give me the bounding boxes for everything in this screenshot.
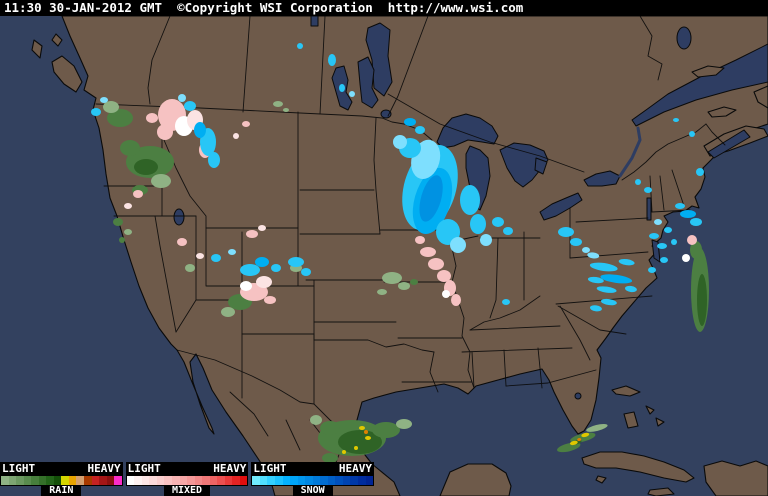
- lake-ontario: [583, 170, 621, 187]
- snow-colorbar: [251, 475, 375, 486]
- st-lawrence-river: [618, 126, 642, 178]
- legend-group-rain: LIGHT HEAVY RAIN: [0, 462, 123, 496]
- precip-legend: LIGHT HEAVY RAIN LIGHT HEAVY MIXED LIGHT…: [0, 462, 375, 496]
- mixed-label: MIXED: [163, 486, 211, 496]
- rain-light-label: LIGHT: [2, 462, 36, 475]
- james-bay: [365, 22, 393, 97]
- timestamp-copyright-bar: 11:30 30-JAN-2012 GMT ©Copyright WSI Cor…: [0, 0, 768, 16]
- hispaniola: [703, 460, 768, 496]
- lake-erie: [539, 192, 583, 221]
- mixed-light-label: LIGHT: [127, 462, 161, 475]
- north-america-radar-map: [0, 16, 768, 496]
- gulf-of-st-lawrence: [631, 43, 768, 127]
- snow-heavy-label: HEAVY: [338, 462, 373, 475]
- newfoundland-tip: [753, 85, 768, 109]
- precip-snow: [91, 43, 704, 312]
- lake-winnipeg: [357, 56, 379, 109]
- snow-label: SNOW: [292, 486, 333, 496]
- precip-rain: [103, 101, 709, 463]
- lake-champlain: [646, 197, 652, 221]
- lake-okeechobee: [574, 392, 582, 400]
- mixed-colorbar: [125, 475, 249, 486]
- legend-group-mixed: LIGHT HEAVY MIXED: [125, 462, 249, 496]
- legend-group-snow: LIGHT HEAVY SNOW: [251, 462, 375, 496]
- rain-heavy-label: HEAVY: [87, 462, 121, 475]
- prince-edward-island: [707, 106, 737, 118]
- cuba: [581, 451, 695, 483]
- lake-mistassini: [676, 26, 692, 50]
- vancouver-island: [51, 55, 83, 93]
- state-and-national-borders: [95, 16, 726, 479]
- jamaica: [647, 487, 675, 496]
- mixed-heavy-label: HEAVY: [213, 462, 247, 475]
- snow-light-label: LIGHT: [253, 462, 287, 475]
- great-salt-lake: [173, 208, 185, 226]
- rain-label: RAIN: [41, 486, 82, 496]
- anticosti-island: [691, 65, 725, 78]
- rain-colorbar: [0, 475, 123, 486]
